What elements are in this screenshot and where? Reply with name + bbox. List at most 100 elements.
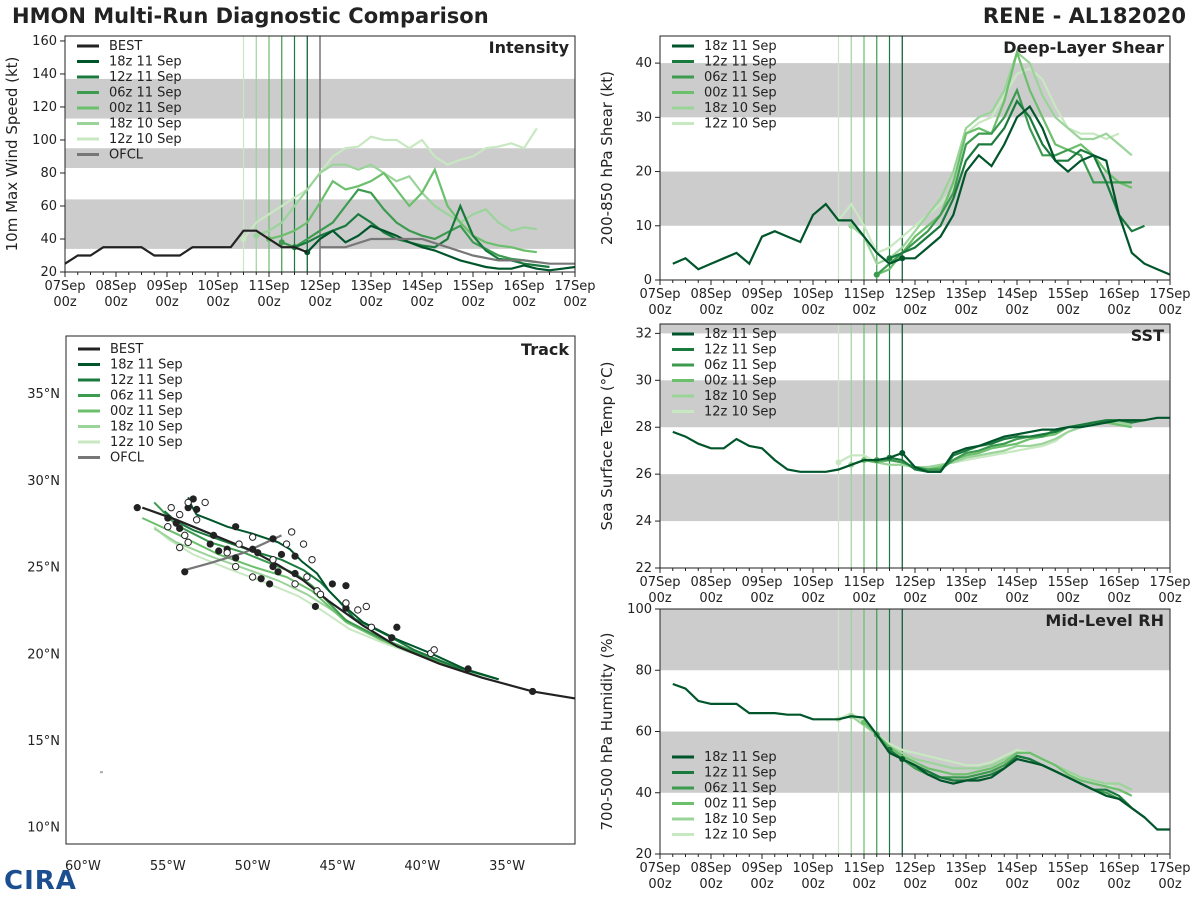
y-tick-label: 24 bbox=[635, 514, 652, 529]
legend-label: BEST bbox=[110, 342, 143, 357]
legend-label: 00z 11 Sep bbox=[704, 86, 777, 101]
forecast-position-marker bbox=[248, 573, 257, 581]
x-tick-label: 00z bbox=[155, 295, 179, 310]
x-tick-label: 10Sep bbox=[792, 861, 833, 876]
x-tick-label: 00z bbox=[1056, 877, 1080, 892]
x-tick-label: 11Sep bbox=[843, 861, 884, 876]
x-tick-label: 16Sep bbox=[1098, 861, 1139, 876]
x-tick-label: 00z bbox=[648, 591, 672, 606]
y-tick-label: 40 bbox=[635, 56, 652, 71]
x-tick-label: 09Sep bbox=[741, 287, 782, 302]
lon-tick-label: 40°W bbox=[404, 859, 440, 874]
lat-tick-label: 25°N bbox=[27, 561, 60, 576]
x-tick-label: 12Sep bbox=[894, 287, 935, 302]
forecast-position-marker bbox=[367, 623, 376, 631]
legend-label: 12z 11 Sep bbox=[704, 343, 777, 358]
x-tick-label: 09Sep bbox=[146, 279, 187, 294]
series-start-marker bbox=[240, 235, 247, 242]
best-position-marker bbox=[257, 575, 265, 583]
legend-label: 12z 11 Sep bbox=[110, 373, 183, 388]
series-line bbox=[863, 721, 1133, 797]
x-tick-label: 16Sep bbox=[1098, 287, 1139, 302]
x-tick-label: 00z bbox=[801, 303, 825, 318]
forecast-position-marker bbox=[175, 510, 184, 519]
panel-title: SST bbox=[1131, 326, 1164, 345]
series-line bbox=[888, 749, 1146, 819]
shaded-band bbox=[660, 63, 1170, 118]
series-line bbox=[889, 99, 1145, 260]
forecast-position-marker bbox=[299, 540, 308, 548]
series-line bbox=[902, 104, 1171, 276]
forecast-position-marker bbox=[308, 555, 316, 564]
y-tick-label: 160 bbox=[32, 34, 57, 49]
forecast-position-marker bbox=[354, 606, 362, 614]
series-line bbox=[901, 416, 1170, 473]
legend-label: 18z 10 Sep bbox=[704, 101, 777, 116]
legend-label: 18z 11 Sep bbox=[704, 327, 777, 342]
x-tick-label: 00z bbox=[1107, 303, 1131, 318]
lat-tick-label: 20°N bbox=[27, 647, 60, 662]
map-frame bbox=[65, 335, 576, 845]
x-tick-label: 00z bbox=[410, 295, 434, 310]
panel-title: Mid-Level RH bbox=[1045, 611, 1164, 630]
series-start-marker bbox=[835, 459, 842, 466]
best-position-marker bbox=[291, 552, 299, 560]
x-tick-label: 00z bbox=[852, 591, 876, 606]
x-tick-label: 00z bbox=[461, 295, 485, 310]
legend-label: 06z 11 Sep bbox=[109, 86, 182, 101]
x-tick-label: 00z bbox=[699, 877, 723, 892]
x-tick-label: 07Sep bbox=[639, 575, 680, 590]
chart-sst: 07Sep00z08Sep00z09Sep00z10Sep00z11Sep00z… bbox=[598, 323, 1191, 606]
y-tick-label: 10 bbox=[635, 219, 652, 234]
x-tick-label: 09Sep bbox=[741, 861, 782, 876]
series-start-marker bbox=[886, 255, 893, 262]
series-start-marker bbox=[278, 239, 285, 246]
shaded-band bbox=[660, 380, 1170, 428]
best-position-marker bbox=[176, 524, 184, 533]
best-position-marker bbox=[249, 545, 257, 553]
legend-label: 06z 11 Sep bbox=[110, 389, 183, 404]
legend-label: 06z 11 Sep bbox=[704, 70, 777, 85]
chart-shear: 07Sep00z08Sep00z09Sep00z10Sep00z11Sep00z… bbox=[598, 35, 1191, 318]
x-tick-label: 14Sep bbox=[996, 575, 1037, 590]
best-position-marker bbox=[528, 687, 537, 696]
forecast-position-marker bbox=[223, 549, 231, 557]
x-tick-label: 00z bbox=[750, 877, 774, 892]
x-tick-label: 00z bbox=[1005, 591, 1029, 606]
legend-label: 12z 10 Sep bbox=[109, 132, 182, 147]
forecast-position-marker bbox=[287, 528, 296, 536]
x-tick-label: 11Sep bbox=[843, 575, 884, 590]
x-tick-label: 00z bbox=[954, 591, 978, 606]
y-tick-label: 20 bbox=[635, 847, 652, 862]
x-tick-label: 13Sep bbox=[945, 287, 986, 302]
lon-tick-label: 55°W bbox=[150, 859, 186, 874]
x-tick-label: 00z bbox=[801, 591, 825, 606]
lon-tick-label: 45°W bbox=[320, 859, 356, 874]
x-tick-label: 00z bbox=[1056, 591, 1080, 606]
x-tick-label: 14Sep bbox=[401, 279, 442, 294]
y-tick-label: 20 bbox=[40, 265, 57, 280]
lat-tick-label: 10°N bbox=[27, 821, 60, 836]
forecast-position-marker bbox=[430, 646, 438, 654]
cira-logo: CIRA bbox=[4, 866, 77, 896]
series-line bbox=[306, 224, 576, 272]
storm-title: RENE - AL182020 bbox=[982, 4, 1186, 28]
x-tick-label: 00z bbox=[750, 591, 774, 606]
legend-label: 12z 10 Sep bbox=[110, 435, 183, 450]
best-position-marker bbox=[215, 547, 223, 555]
best-position-marker bbox=[393, 623, 401, 631]
x-tick-label: 09Sep bbox=[741, 575, 782, 590]
x-tick-label: 00z bbox=[257, 295, 281, 310]
best-position-marker bbox=[133, 504, 141, 512]
x-tick-label: 15Sep bbox=[1047, 861, 1088, 876]
best-position-marker bbox=[311, 602, 320, 611]
series-line bbox=[850, 50, 1133, 266]
x-tick-label: 00z bbox=[852, 877, 876, 892]
panel-title: Deep-Layer Shear bbox=[1003, 38, 1164, 57]
y-tick-label: 28 bbox=[635, 420, 652, 435]
shaded-band bbox=[660, 609, 1170, 671]
legend-label: 18z 10 Sep bbox=[704, 389, 777, 404]
x-tick-label: 07Sep bbox=[44, 279, 85, 294]
best-position-marker bbox=[464, 665, 472, 673]
x-tick-label: 00z bbox=[206, 295, 230, 310]
